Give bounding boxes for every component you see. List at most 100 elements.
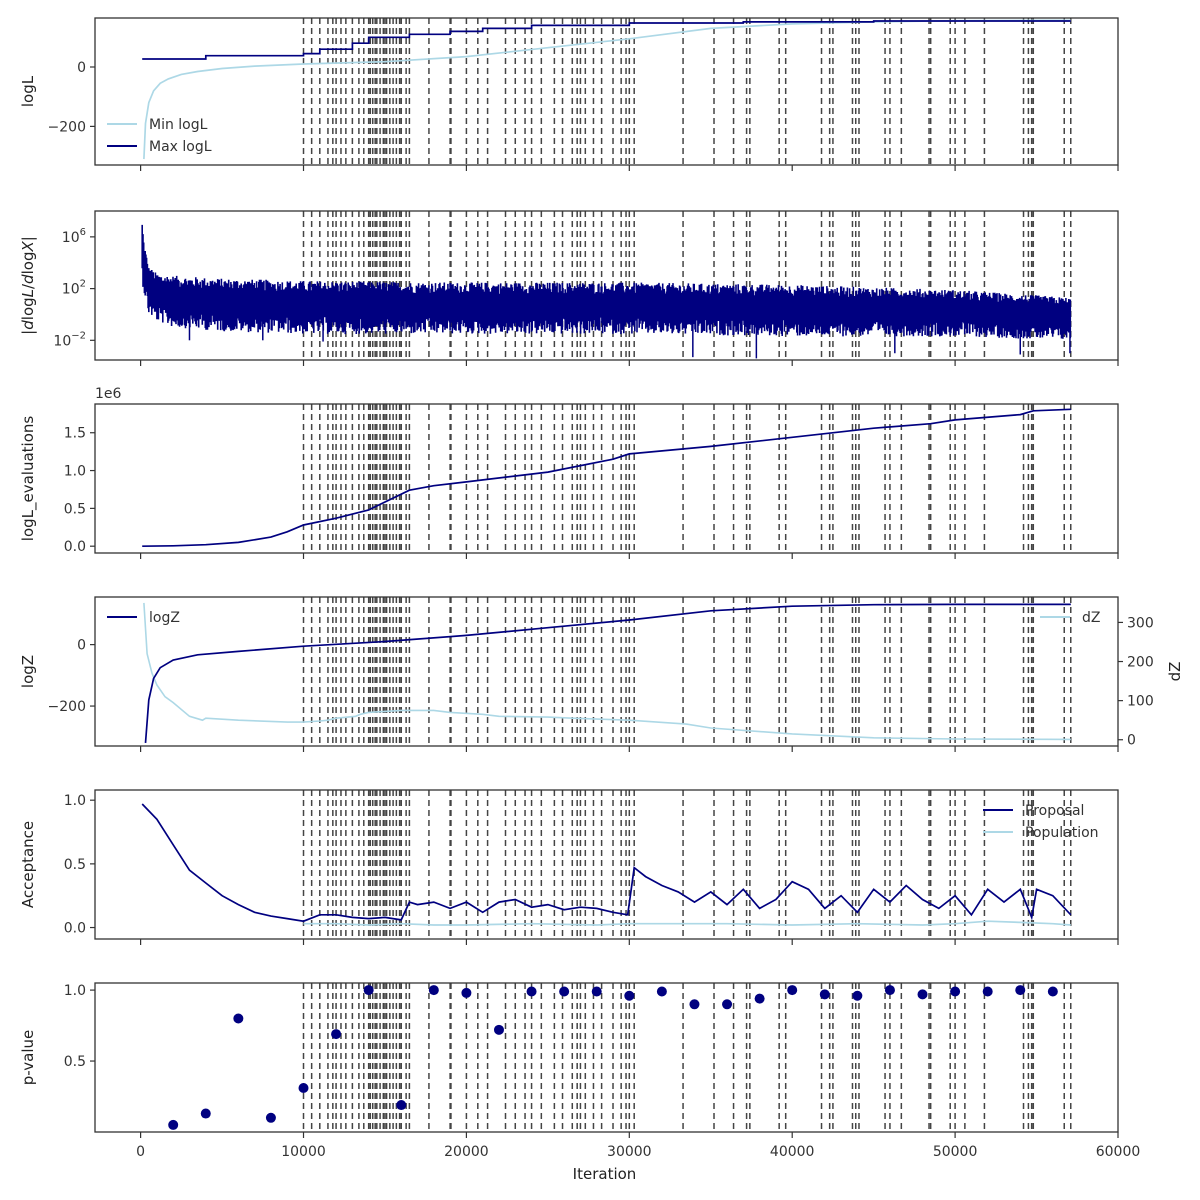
pvalue-point [363, 985, 374, 996]
pvalue-point [722, 999, 733, 1010]
plot-area [168, 983, 1072, 1132]
y-tick-label: 1.5 [64, 426, 86, 442]
pvalue-point [265, 1112, 276, 1123]
x-tick-label: 20000 [444, 1144, 489, 1160]
pvalue-point [428, 985, 439, 996]
x-axis-label: Iteration [573, 1165, 637, 1183]
dz-series-line [143, 602, 1071, 741]
x-tick-label: 10000 [281, 1144, 326, 1160]
plot-area [143, 597, 1072, 746]
panel-5: 0.0 0.5 1.0 Acceptance Proposal Population [19, 789, 1119, 945]
pvalue-point [461, 987, 472, 998]
plot-area [142, 18, 1072, 165]
series-line-max-logl [142, 20, 1071, 60]
pvalue-point [493, 1024, 504, 1035]
legend-label: Max logL [149, 139, 212, 155]
pvalue-point [624, 990, 635, 1001]
pvalue-point [754, 993, 765, 1004]
pvalue-point [233, 1013, 244, 1024]
y-offset-text: 1e6 [95, 386, 122, 402]
y-axis-label: logL_evaluations [19, 416, 38, 542]
series-line-logz [144, 603, 1071, 743]
axes-frame [94, 982, 1119, 1133]
y-axis-label: logL [19, 75, 37, 107]
derivative-band [141, 224, 1072, 339]
y-tick-label: 0 [77, 638, 86, 654]
pvalue-point [591, 986, 602, 997]
legend: Min logL Max logL [107, 117, 212, 155]
y2-tick-label: 300 [1127, 615, 1154, 631]
axes-frame [94, 210, 1119, 361]
y-tick-label: 0.5 [64, 501, 86, 517]
series-line-min-logl [143, 19, 1071, 160]
panel-1: −200 0 logL Min logL Max logL [19, 17, 1119, 171]
legend-label: logZ [149, 610, 180, 626]
pvalue-point [656, 986, 667, 997]
legend-label: dZ [1082, 610, 1100, 626]
series-line-population [303, 920, 1071, 926]
pvalue-point [331, 1029, 342, 1040]
pvalue-point [526, 986, 537, 997]
y-axis-label: |dlogL/dlogX| [19, 236, 37, 335]
pvalue-point [950, 986, 961, 997]
y2-axis-label: dZ [1166, 662, 1184, 682]
y-tick-label: 102 [62, 279, 86, 298]
legend-y2: dZ [1040, 610, 1100, 626]
pvalue-point [559, 986, 570, 997]
x-tick-label: 40000 [770, 1144, 815, 1160]
pvalue-point [917, 989, 928, 1000]
y-axis-label: p-value [19, 1030, 37, 1086]
pvalue-point [819, 989, 830, 1000]
pvalue-point [689, 999, 700, 1010]
plot-area [142, 404, 1072, 553]
y-axis-label: logZ [19, 655, 37, 688]
y2-tick-label: 200 [1127, 655, 1154, 671]
pvalue-point [852, 990, 863, 1001]
y-tick-label: 0.5 [64, 857, 86, 873]
plot-area [141, 211, 1072, 360]
legend: Proposal Population [983, 803, 1099, 841]
panel-6: 0.5 1.0 p-value [19, 982, 1119, 1138]
y-tick-label: 0.5 [64, 1054, 86, 1070]
legend-label: Min logL [149, 117, 208, 133]
legend-label: Population [1025, 825, 1099, 841]
y-tick-label: 1.0 [64, 464, 86, 480]
y-tick-label: 1.0 [64, 983, 86, 999]
y-tick-label: 106 [62, 227, 86, 246]
pvalue-point [884, 985, 895, 996]
pvalue-point [168, 1119, 179, 1130]
y-tick-label: 0 [77, 60, 86, 76]
pvalue-point [1047, 986, 1058, 997]
x-tick-label: 0 [136, 1144, 145, 1160]
pvalue-point [298, 1083, 309, 1094]
legend-label: Proposal [1025, 803, 1084, 819]
panel-2: 10−2 102 106 |dlogL/dlogX| [19, 210, 1119, 366]
y2-tick-label: 0 [1127, 733, 1136, 749]
y-tick-label: 1.0 [64, 793, 86, 809]
pvalue-point [396, 1100, 407, 1111]
panel-3: 0.0 0.5 1.0 1.5 logL_evaluations 1e6 [19, 386, 1119, 559]
x-tick-label: 60000 [1096, 1144, 1141, 1160]
panel-4: 0 100 200 300 dZ −200 0 logZ logZ dZ [19, 596, 1184, 752]
legend: logZ [107, 610, 180, 626]
axes-frame [94, 403, 1119, 554]
axes-frame [94, 596, 1119, 747]
plot-area [141, 790, 1072, 939]
axes-frame [94, 789, 1119, 940]
y-tick-label: 10−2 [53, 330, 86, 349]
series-line-proposal [141, 803, 1072, 923]
pvalue-point [982, 986, 993, 997]
x-tick-label: 30000 [607, 1144, 652, 1160]
y2-tick-label: 100 [1127, 694, 1154, 710]
y-tick-label: 0.0 [64, 921, 86, 937]
y-tick-label: −200 [48, 699, 86, 715]
pvalue-point [1015, 985, 1026, 996]
series-line-0 [142, 408, 1071, 548]
pvalue-point [200, 1108, 211, 1119]
axes-frame [94, 17, 1119, 166]
x-tick-label: 50000 [933, 1144, 978, 1160]
y-axis-label: Acceptance [19, 821, 37, 908]
y-tick-label: 0.0 [64, 539, 86, 555]
pvalue-point [787, 985, 798, 996]
